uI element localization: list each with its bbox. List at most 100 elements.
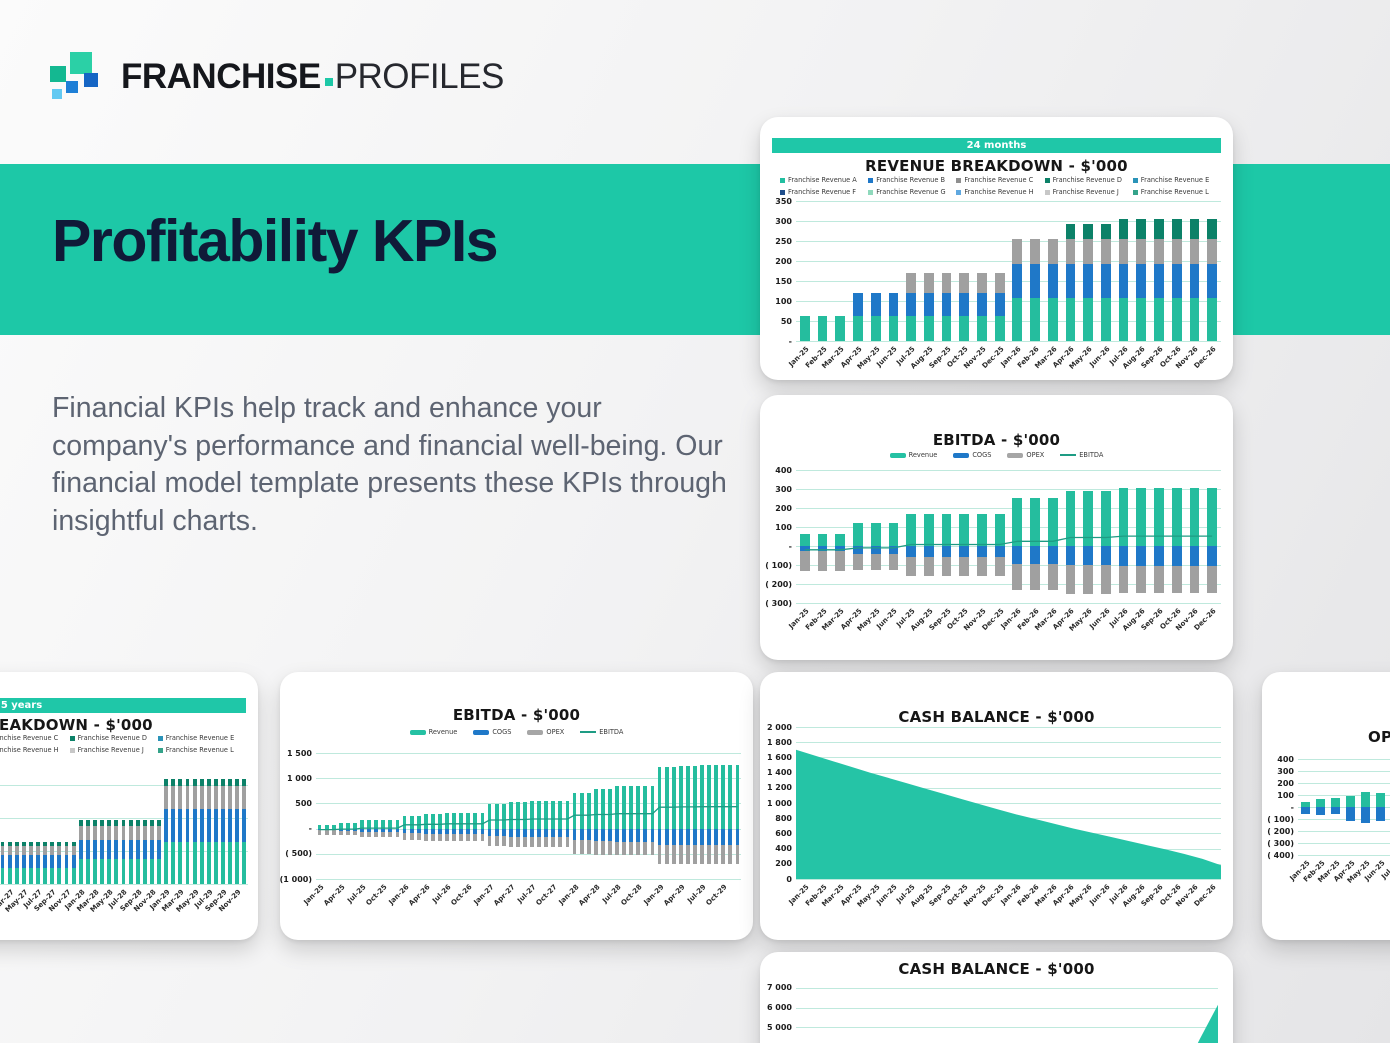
bar-segment bbox=[1083, 490, 1094, 546]
bar-segment bbox=[994, 316, 1005, 341]
cash-balance-5y-card: CASH BALANCE - $'000 7 000 6 000 5 000 bbox=[760, 952, 1233, 1043]
bar-segment bbox=[508, 836, 513, 847]
bar-segment bbox=[1030, 564, 1040, 590]
bar-segment bbox=[381, 831, 386, 837]
bar-segment bbox=[494, 804, 499, 829]
bar-segment bbox=[1136, 565, 1147, 594]
bar-segment bbox=[1136, 488, 1147, 546]
legend-label: Franchise Revenue H bbox=[0, 746, 59, 754]
legend-item: OPEX bbox=[527, 728, 564, 736]
bar-segment bbox=[1065, 239, 1076, 264]
legend-swatch-icon bbox=[1007, 452, 1024, 458]
y-tick-label: 1 500 bbox=[286, 748, 312, 758]
bar-segment bbox=[586, 839, 591, 854]
y-tick-label: 6 000 bbox=[766, 1003, 792, 1013]
bar-segment bbox=[959, 293, 970, 317]
bar-segment bbox=[906, 316, 916, 341]
bar-segment bbox=[487, 828, 492, 837]
bar-segment bbox=[71, 855, 76, 868]
bar-segment bbox=[1376, 792, 1385, 807]
bar-segment bbox=[1065, 298, 1076, 341]
legend-swatch-icon bbox=[473, 729, 490, 735]
y-tick-label: ( 100) bbox=[1267, 814, 1294, 824]
bar-segment bbox=[888, 546, 899, 554]
bar-segment bbox=[1171, 488, 1182, 546]
bar-segment bbox=[71, 841, 76, 847]
legend-item: Franchise Revenue C bbox=[0, 734, 58, 742]
ebitda-line bbox=[804, 535, 1213, 551]
x-tick-label: Jan-28 bbox=[556, 883, 581, 907]
bar-segment bbox=[1207, 565, 1217, 594]
bar-segment bbox=[50, 841, 55, 847]
bar-segment bbox=[1361, 807, 1370, 823]
bar-segment bbox=[1189, 263, 1200, 299]
bar-segment bbox=[228, 786, 233, 810]
bar-segment bbox=[1154, 546, 1164, 566]
y-tick-label: 1 000 bbox=[766, 798, 792, 808]
gridline bbox=[796, 321, 1221, 322]
bar-segment bbox=[870, 546, 881, 554]
bar-segment bbox=[888, 523, 899, 546]
bar-segment bbox=[1171, 219, 1182, 239]
legend-swatch-icon bbox=[69, 747, 75, 753]
bar-segment bbox=[381, 820, 386, 829]
y-tick-label: ( 300) bbox=[1267, 838, 1294, 848]
bar-segment bbox=[1361, 792, 1370, 807]
bar-segment bbox=[700, 845, 704, 864]
x-tick-label: Apr-26 bbox=[407, 883, 432, 908]
y-tick-label: ( 500) bbox=[285, 849, 312, 859]
y-tick-label: 300 bbox=[1277, 766, 1294, 776]
bar-segment bbox=[1030, 546, 1040, 565]
bar-segment bbox=[192, 786, 197, 810]
bar-segment bbox=[572, 839, 577, 854]
gridline bbox=[796, 341, 1221, 342]
bar-segment bbox=[1207, 546, 1217, 566]
bar-segment bbox=[480, 833, 485, 842]
bar-segment bbox=[853, 523, 863, 546]
gridline bbox=[796, 221, 1221, 222]
bar-segment bbox=[870, 316, 881, 341]
legend-item: COGS bbox=[953, 451, 991, 459]
bar-segment bbox=[121, 859, 126, 884]
bar-segment bbox=[1118, 298, 1129, 341]
bar-segment bbox=[700, 764, 704, 829]
bar-segment bbox=[445, 833, 449, 842]
bar-segment bbox=[1316, 799, 1325, 807]
legend-label: Franchise Revenue D bbox=[1052, 176, 1122, 184]
gridline bbox=[316, 778, 741, 780]
y-tick-label: 500 bbox=[295, 798, 312, 808]
bar-segment bbox=[959, 316, 970, 341]
bar-segment bbox=[242, 841, 247, 884]
bar-segment bbox=[1065, 565, 1076, 594]
gridline bbox=[796, 787, 1221, 789]
bar-segment bbox=[93, 840, 97, 860]
bar-segment bbox=[1136, 239, 1147, 264]
bar-segment bbox=[487, 804, 492, 829]
bar-segment bbox=[199, 779, 204, 787]
bar-segment bbox=[395, 828, 400, 832]
bar-segment bbox=[853, 316, 863, 341]
bar-segment bbox=[994, 273, 1005, 293]
bar-segment bbox=[1301, 807, 1310, 814]
bar-segment bbox=[135, 840, 140, 860]
y-tick-label: 50 bbox=[780, 316, 792, 326]
bar-segment bbox=[78, 826, 83, 841]
y-tick-label: 5 000 bbox=[766, 1022, 792, 1032]
bar-segment bbox=[21, 855, 26, 868]
bar-segment bbox=[221, 809, 226, 842]
bar-segment bbox=[360, 828, 364, 832]
bar-segment bbox=[1012, 298, 1023, 341]
revenue-breakdown-24m-plot: 350 300 250 200 150 100 50- Jan-25 Feb-25 Mar-25 A… bbox=[775, 197, 1221, 371]
bar-segment bbox=[1154, 219, 1164, 239]
bar-segment bbox=[0, 855, 5, 868]
legend-label: Franchise Revenue E bbox=[1140, 176, 1210, 184]
bar-segment bbox=[64, 867, 69, 884]
bar-segment bbox=[114, 826, 119, 841]
bar-segment bbox=[1101, 490, 1111, 546]
bar-segment bbox=[206, 786, 211, 810]
bar-segment bbox=[1047, 497, 1058, 546]
legend-item: Revenue bbox=[889, 451, 937, 459]
legend-swatch-icon bbox=[527, 729, 544, 735]
bar-segment bbox=[114, 859, 119, 884]
